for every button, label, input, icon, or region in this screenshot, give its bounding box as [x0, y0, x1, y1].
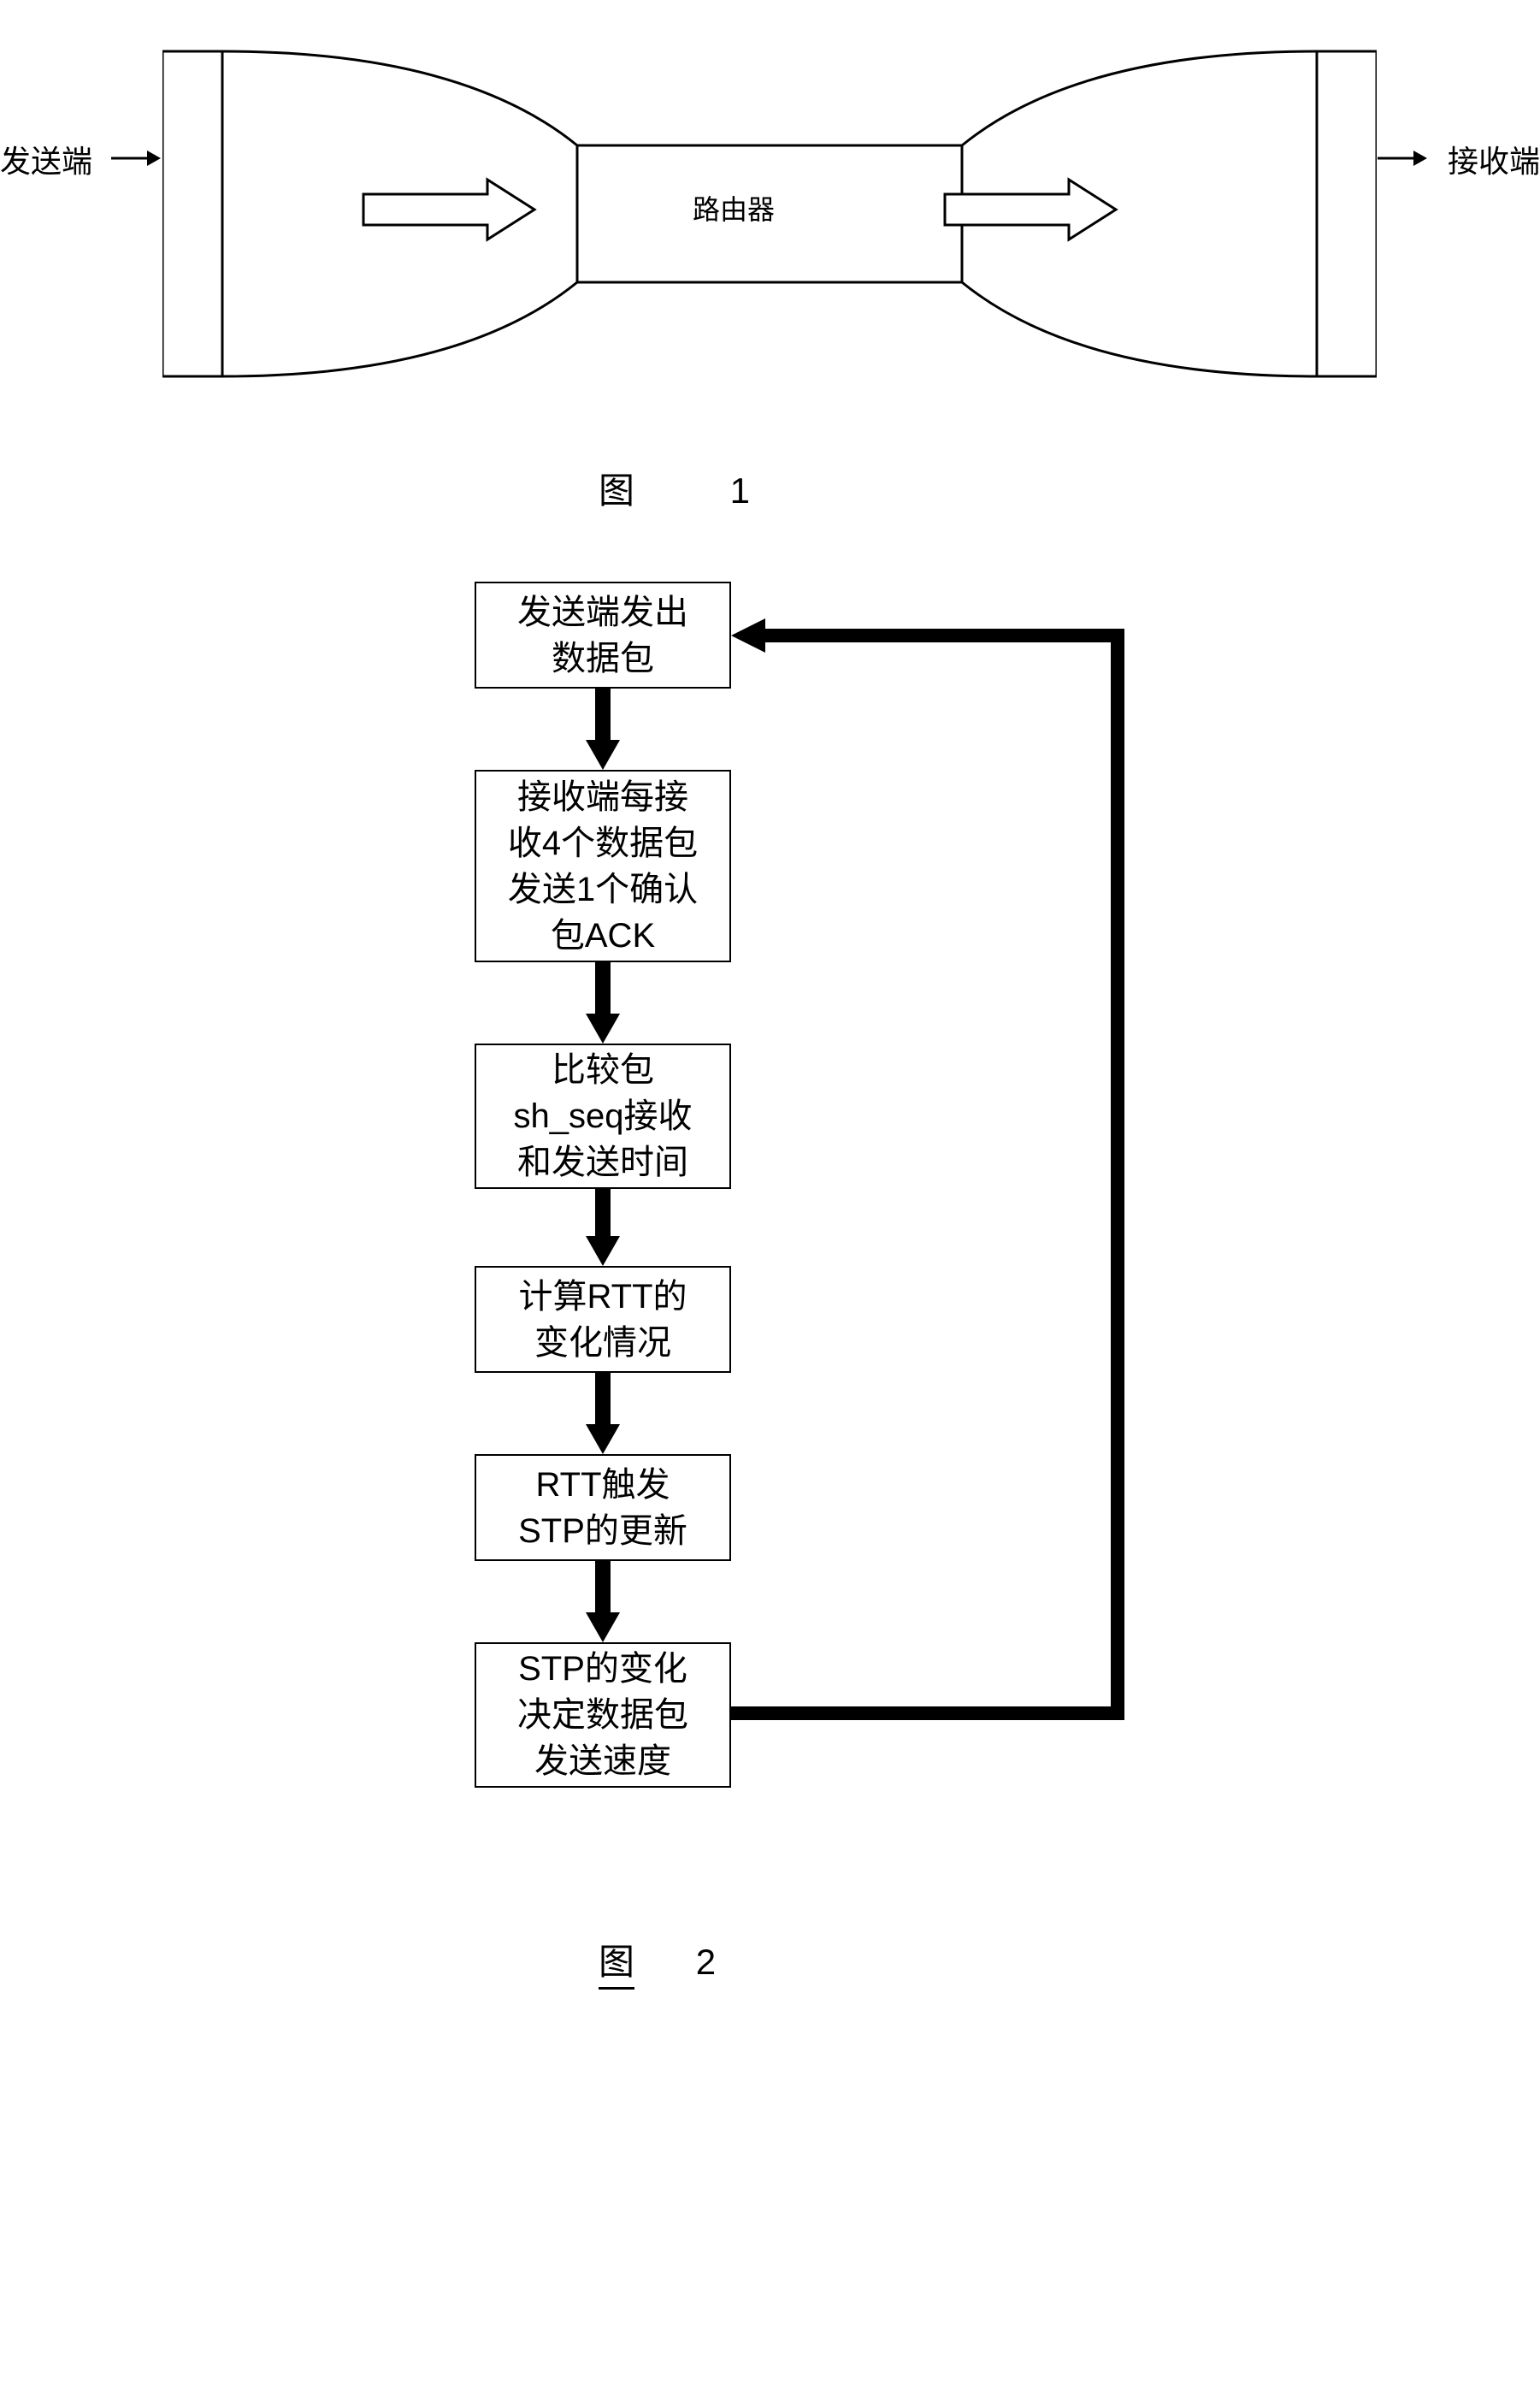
down-arrow-2-icon	[581, 962, 624, 1044]
figure-2-caption-label: 图	[599, 1933, 634, 1990]
flow-box-6-text: STP的变化决定数据包发送速度	[517, 1646, 688, 1784]
flowchart: 发送端发出数据包 接收端每接收4个数据包发送1个确认包ACK 比较包sh_seq…	[457, 582, 1227, 2207]
arrow-out-icon	[1378, 145, 1429, 171]
flow-box-2-text: 接收端每接收4个数据包发送1个确认包ACK	[508, 774, 698, 959]
feedback-loop-icon	[731, 616, 1159, 1728]
figure-2-caption-number: 2	[696, 1942, 716, 1982]
figure-2-caption: 图 2	[599, 1933, 716, 1990]
flow-box-3: 比较包sh_seq接收和发送时间	[475, 1044, 731, 1189]
down-arrow-1-icon	[581, 689, 624, 770]
sender-label: 发送端	[0, 137, 92, 181]
figure-1: 发送端 路由器	[0, 34, 1540, 547]
flow-box-2: 接收端每接收4个数据包发送1个确认包ACK	[475, 770, 731, 962]
flow-box-5-text: RTT触发STP的更新	[518, 1462, 687, 1554]
flow-box-1-text: 发送端发出数据包	[517, 589, 688, 682]
flow-box-4-text: 计算RTT的变化情况	[518, 1274, 687, 1366]
down-arrow-4-icon	[581, 1373, 624, 1454]
receiver-label: 接收端	[1448, 137, 1540, 181]
flow-arrow-right-icon	[941, 175, 1120, 244]
arrow-in-icon	[111, 145, 162, 171]
flow-box-6: STP的变化决定数据包发送速度	[475, 1642, 731, 1788]
down-arrow-3-icon	[581, 1189, 624, 1266]
router-label: 路由器	[693, 188, 775, 228]
flow-box-3-text: 比较包sh_seq接收和发送时间	[514, 1047, 693, 1186]
flow-box-4: 计算RTT的变化情况	[475, 1266, 731, 1373]
flow-box-1: 发送端发出数据包	[475, 582, 731, 689]
figure-2: 发送端发出数据包 接收端每接收4个数据包发送1个确认包ACK 比较包sh_seq…	[0, 582, 1540, 2361]
figure-1-caption: 图 1	[599, 462, 793, 514]
down-arrow-5-icon	[581, 1561, 624, 1642]
flow-box-5: RTT触发STP的更新	[475, 1454, 731, 1561]
figure-1-container: 发送端 路由器	[0, 34, 1540, 547]
flow-arrow-left-icon	[359, 175, 539, 244]
